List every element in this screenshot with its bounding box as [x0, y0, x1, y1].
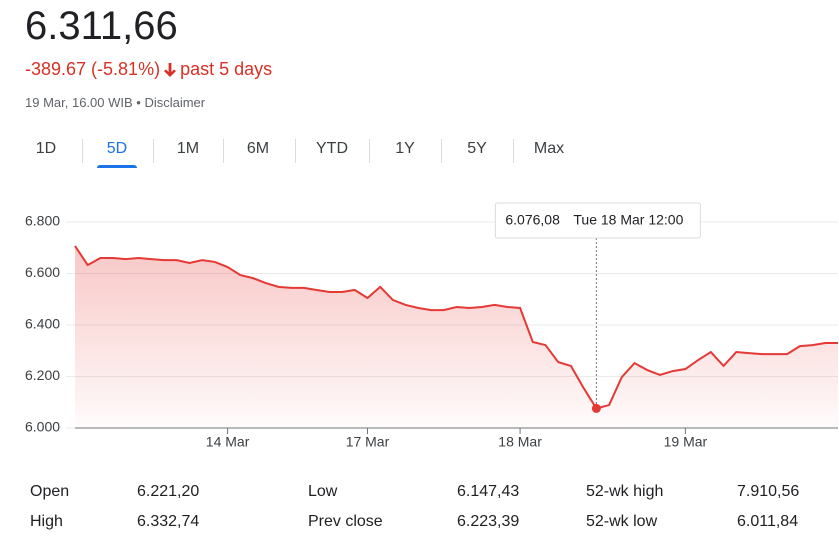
y-tick-label: 6.200 [25, 367, 60, 383]
hover-point [591, 403, 601, 413]
range-tab[interactable]: 5Y [467, 140, 487, 157]
x-tick-label: 18 Mar [498, 434, 542, 450]
stat-label: Open [30, 483, 70, 500]
period: past 5 days [180, 59, 273, 79]
line [74, 245, 838, 410]
stat-label: 52-wk low [586, 513, 658, 530]
stat-label: High [30, 513, 63, 530]
stat-value: 6.147,43 [457, 483, 520, 500]
range-tab[interactable]: 1M [176, 140, 200, 157]
range-tab[interactable]: YTD [316, 140, 348, 157]
tab-underline [97, 165, 137, 168]
tab-separator [81, 139, 83, 163]
down-arrow [164, 63, 177, 77]
tooltip [494, 202, 701, 239]
change: -389.67 (-5.81%) [25, 59, 161, 79]
stat-label: Prev close [308, 513, 383, 530]
tab-separator [223, 139, 224, 163]
stat-value: 6.221,20 [137, 483, 200, 500]
stat-value: 6.223,39 [457, 513, 520, 530]
tab-separator [441, 139, 442, 163]
y-tick-label: 6.600 [25, 264, 60, 280]
x-tick-label: 17 Mar [346, 434, 390, 450]
area [75, 245, 838, 428]
range-tab[interactable]: 6M [246, 140, 270, 157]
timestamp: 19 Mar, 16.00 WIB • Disclaimer [25, 95, 206, 110]
stat-value: 6.011,84 [737, 513, 799, 530]
x-tick-label: 14 Mar [206, 434, 250, 450]
change-line: -389.67 (-5.81%) past 5 days [25, 59, 272, 80]
tooltip-time: Tue 18 Mar 12:00 [573, 212, 683, 228]
tab-separator [295, 139, 296, 163]
stat-label: 52-wk high [586, 483, 664, 500]
chart: 6.000 6.200 6.400 6.600 6.800 14 Mar 17 Mar 18 … [25, 202, 838, 450]
tab-separator [152, 139, 154, 163]
range-tab[interactable]: Max [533, 140, 565, 157]
y-tick-label: 6.000 [25, 419, 60, 435]
x-tick-label: 19 Mar [664, 434, 708, 450]
tab-separator [513, 139, 514, 163]
stat-value: 6.332,74 [137, 513, 200, 530]
price: 6.311,66 [25, 4, 178, 48]
stat-value: 7.910,56 [737, 483, 800, 500]
range-tab[interactable]: 1Y [395, 140, 415, 157]
range-tab[interactable]: 1D [35, 140, 57, 157]
y-tick-label: 6.400 [25, 316, 60, 332]
range-tab[interactable]: 5D [106, 140, 128, 157]
tab-separator [368, 139, 370, 163]
stat-label: Low [308, 483, 338, 500]
y-tick-label: 6.800 [25, 213, 60, 229]
tooltip-value: 6.076,08 [505, 212, 560, 228]
